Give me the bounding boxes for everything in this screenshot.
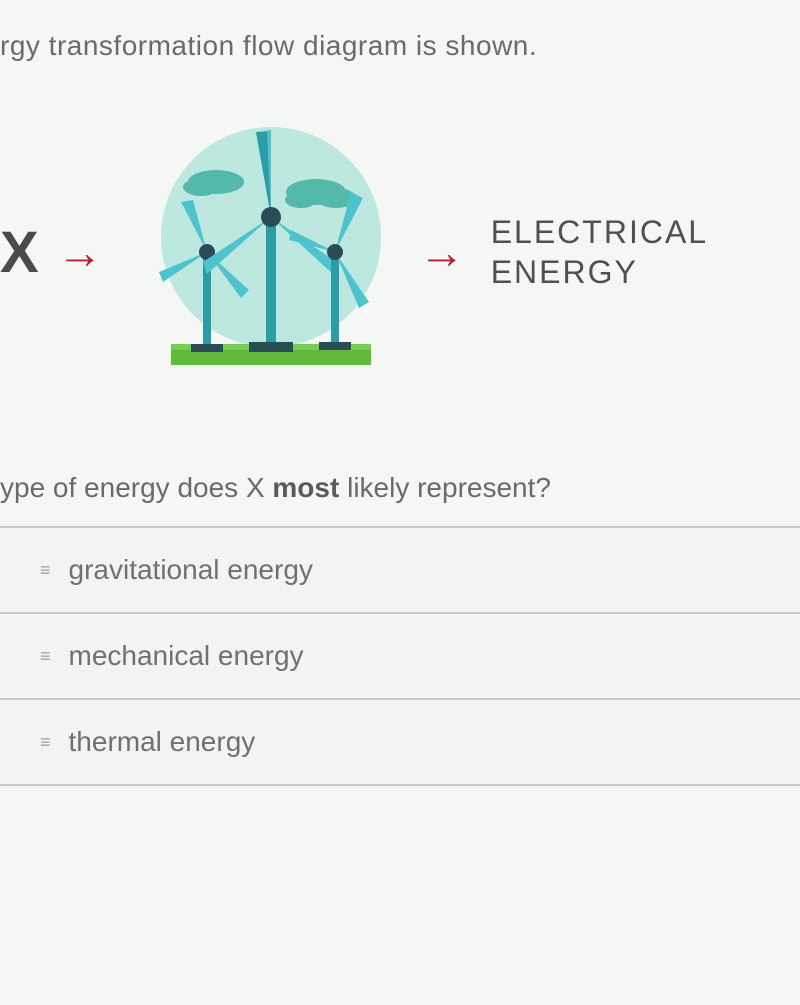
arrow-icon: → bbox=[57, 225, 103, 279]
output-line-1: ELECTRICAL bbox=[491, 212, 708, 252]
question-suffix: likely represent? bbox=[339, 472, 551, 503]
arrow-icon: → bbox=[419, 225, 465, 279]
option-label: thermal energy bbox=[69, 726, 256, 758]
output-label: ELECTRICAL ENERGY bbox=[491, 212, 708, 292]
bullet-icon: ≡ bbox=[40, 732, 51, 753]
answer-option[interactable]: ≡ gravitational energy bbox=[0, 526, 800, 614]
bullet-icon: ≡ bbox=[40, 646, 51, 667]
answer-option[interactable]: ≡ mechanical energy bbox=[0, 612, 800, 700]
flow-diagram: X → bbox=[0, 122, 800, 382]
input-label: X bbox=[0, 219, 39, 286]
question-text: ype of energy does X most likely represe… bbox=[0, 472, 800, 504]
question-bold: most bbox=[272, 472, 339, 503]
option-label: mechanical energy bbox=[69, 640, 304, 672]
question-prefix: ype of energy does X bbox=[0, 472, 272, 503]
answer-option[interactable]: ≡ thermal energy bbox=[0, 698, 800, 786]
intro-text: rgy transformation flow diagram is shown… bbox=[0, 30, 800, 62]
wind-turbine-illustration bbox=[121, 122, 401, 382]
bullet-icon: ≡ bbox=[40, 560, 51, 581]
option-label: gravitational energy bbox=[69, 554, 313, 586]
output-line-2: ENERGY bbox=[491, 252, 708, 292]
